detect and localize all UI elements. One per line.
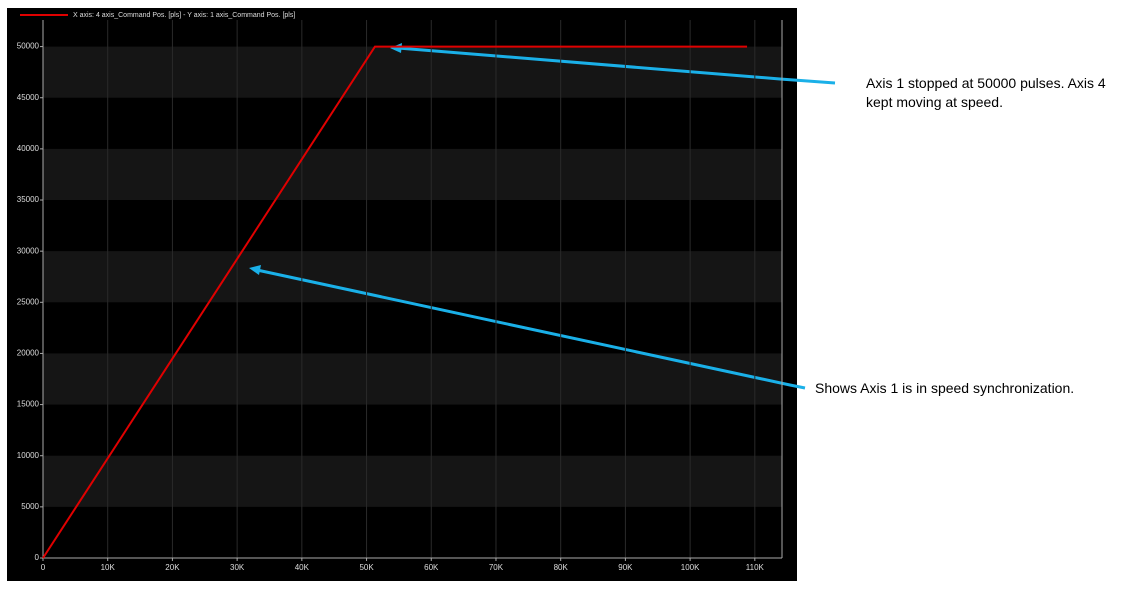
arrowhead <box>249 265 261 275</box>
x-tick-label: 10K <box>101 563 116 572</box>
y-tick-label: 30000 <box>17 246 40 255</box>
legend-text: X axis: 4 axis_Command Pos. [pls] - Y ax… <box>73 12 295 19</box>
x-tick-label: 20K <box>165 563 180 572</box>
grid-band <box>43 46 782 98</box>
x-tick-label: 50K <box>359 563 374 572</box>
y-tick-label: 45000 <box>17 93 40 102</box>
grid-band <box>43 148 782 201</box>
y-tick-label: 5000 <box>21 502 39 511</box>
x-tick-label: 70K <box>489 563 504 572</box>
annotation: Shows Axis 1 is in speed synchronization… <box>815 380 1075 396</box>
x-tick-label: 60K <box>424 563 439 572</box>
data-line <box>42 45 748 559</box>
arrow <box>256 268 806 390</box>
y-tick-label: 35000 <box>17 195 40 204</box>
arrowhead <box>390 43 402 53</box>
x-tick-label: 90K <box>618 563 633 572</box>
x-tick-label: 30K <box>230 563 245 572</box>
annotation: Axis 1 stopped at 50000 pulses. Axis 4 k… <box>866 75 1106 110</box>
y-tick-label: 20000 <box>17 349 40 358</box>
y-tick-label: 0 <box>35 553 40 562</box>
y-tick-label: 50000 <box>17 42 40 51</box>
y-tick-label: 10000 <box>17 451 40 460</box>
arrow <box>397 46 836 85</box>
grid-band <box>43 251 782 303</box>
y-tick-label: 25000 <box>17 297 40 306</box>
x-tick-label: 0 <box>41 563 46 572</box>
grid-band <box>43 455 782 507</box>
x-tick-label: 40K <box>295 563 310 572</box>
grid-band <box>43 353 782 405</box>
x-tick-label: 110K <box>746 563 765 572</box>
y-tick-label: 15000 <box>17 400 40 409</box>
x-tick-label: 100K <box>681 563 700 572</box>
y-tick-label: 40000 <box>17 144 40 153</box>
x-tick-label: 80K <box>554 563 569 572</box>
